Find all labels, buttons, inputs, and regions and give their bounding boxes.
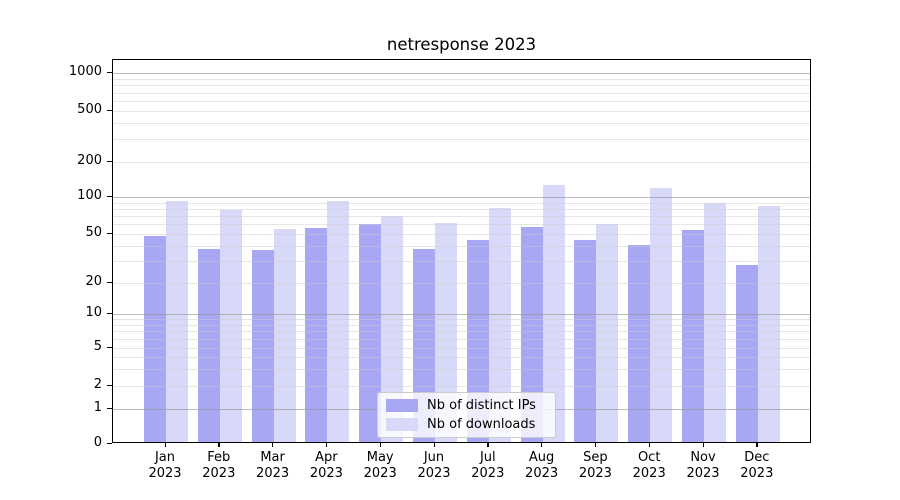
bar-ips-oct (628, 244, 651, 442)
y-tick-mark (107, 384, 112, 386)
bar-downloads-oct (650, 187, 673, 442)
y-tick-label: 50 (85, 225, 102, 240)
gridline-minor (113, 123, 810, 125)
y-tick-label: 0 (93, 435, 102, 450)
x-tick-label: Nov 2023 (686, 450, 720, 482)
x-tick-label: May 2023 (363, 450, 397, 482)
x-tick-mark (487, 443, 489, 447)
bar-ips-may (359, 224, 382, 442)
bar-downloads-mar (273, 228, 296, 442)
bar-ips-jul (466, 239, 489, 442)
x-tick-mark (379, 443, 382, 447)
legend-label-downloads: Nb of downloads (427, 416, 536, 432)
x-tick-label: Dec 2023 (740, 450, 774, 482)
bar-ips-jan (144, 236, 166, 442)
bar-downloads-nov (704, 202, 726, 442)
bar-downloads-dec (757, 206, 780, 442)
x-tick-mark (272, 443, 274, 447)
y-tick-mark (107, 281, 112, 283)
plot-area: Nb of distinct IPs Nb of downloads (112, 59, 811, 443)
bar-downloads-may (381, 216, 404, 442)
legend-item-distinct-ips: Nb of distinct IPs (386, 398, 547, 413)
y-tick-label: 1000 (68, 64, 102, 79)
y-tick-mark (107, 442, 112, 444)
x-tick-mark (164, 443, 166, 447)
y-tick-mark (107, 71, 112, 73)
bar-ips-nov (682, 229, 704, 442)
x-tick-label: Apr 2023 (309, 450, 343, 482)
y-tick-label: 10 (85, 305, 102, 320)
x-tick-mark (648, 443, 651, 447)
x-tick-mark (702, 443, 704, 447)
bar-ips-aug (520, 227, 543, 442)
y-tick-mark (107, 346, 112, 348)
gridline-minor (113, 162, 810, 163)
gridline-minor (113, 78, 810, 80)
y-tick-label: 1 (93, 400, 102, 415)
bar-ips-dec (735, 265, 758, 442)
legend: Nb of distinct IPs Nb of downloads (377, 392, 556, 438)
gridline-minor (113, 111, 810, 112)
x-tick-mark (325, 443, 328, 447)
legend-item-downloads: Nb of downloads (386, 417, 547, 432)
x-tick-mark (541, 443, 543, 447)
bar-ips-feb (197, 248, 220, 442)
bar-ips-sep (574, 239, 597, 442)
bar-ips-apr (305, 227, 328, 442)
y-tick-mark (107, 407, 112, 409)
gridline-minor (113, 101, 810, 102)
bar-downloads-feb (219, 210, 242, 442)
x-tick-label: Oct 2023 (632, 450, 666, 482)
chart-title: netresponse 2023 (386, 35, 537, 54)
legend-swatch-distinct-ips (386, 399, 418, 413)
y-tick-mark (107, 195, 112, 197)
bar-downloads-aug (542, 185, 565, 442)
y-tick-mark (107, 312, 112, 314)
x-tick-label: Sep 2023 (578, 450, 612, 482)
legend-label-distinct-ips: Nb of distinct IPs (427, 398, 536, 414)
bar-downloads-apr (327, 200, 350, 442)
x-tick-label: Mar 2023 (256, 450, 290, 482)
x-tick-label: Jul 2023 (471, 450, 505, 482)
x-tick-mark (756, 443, 758, 447)
gridline-major (113, 197, 810, 198)
y-tick-mark (107, 160, 112, 162)
bar-downloads-jan (166, 200, 188, 442)
x-tick-label: Feb 2023 (202, 450, 236, 482)
x-tick-mark (218, 443, 220, 447)
x-tick-label: Jun 2023 (417, 450, 451, 482)
y-tick-label: 100 (77, 188, 102, 203)
legend-swatch-downloads (386, 417, 418, 431)
gridline-minor (113, 92, 810, 94)
y-tick-mark (107, 109, 112, 111)
bar-downloads-sep (596, 224, 619, 442)
y-tick-label: 200 (77, 153, 102, 168)
gridline-minor (113, 85, 810, 87)
gridline-major (113, 73, 810, 74)
y-tick-label: 500 (77, 102, 102, 117)
x-tick-label: Jan 2023 (148, 450, 182, 482)
x-tick-mark (433, 443, 435, 447)
y-tick-mark (107, 232, 112, 234)
y-tick-label: 5 (93, 339, 102, 354)
gridline-minor (113, 139, 810, 141)
bar-ips-mar (251, 250, 274, 442)
x-tick-mark (594, 443, 597, 447)
bar-downloads-jun (435, 223, 457, 442)
y-tick-label: 2 (93, 377, 102, 392)
x-tick-label: Aug 2023 (525, 450, 559, 482)
y-tick-label: 20 (85, 274, 102, 289)
